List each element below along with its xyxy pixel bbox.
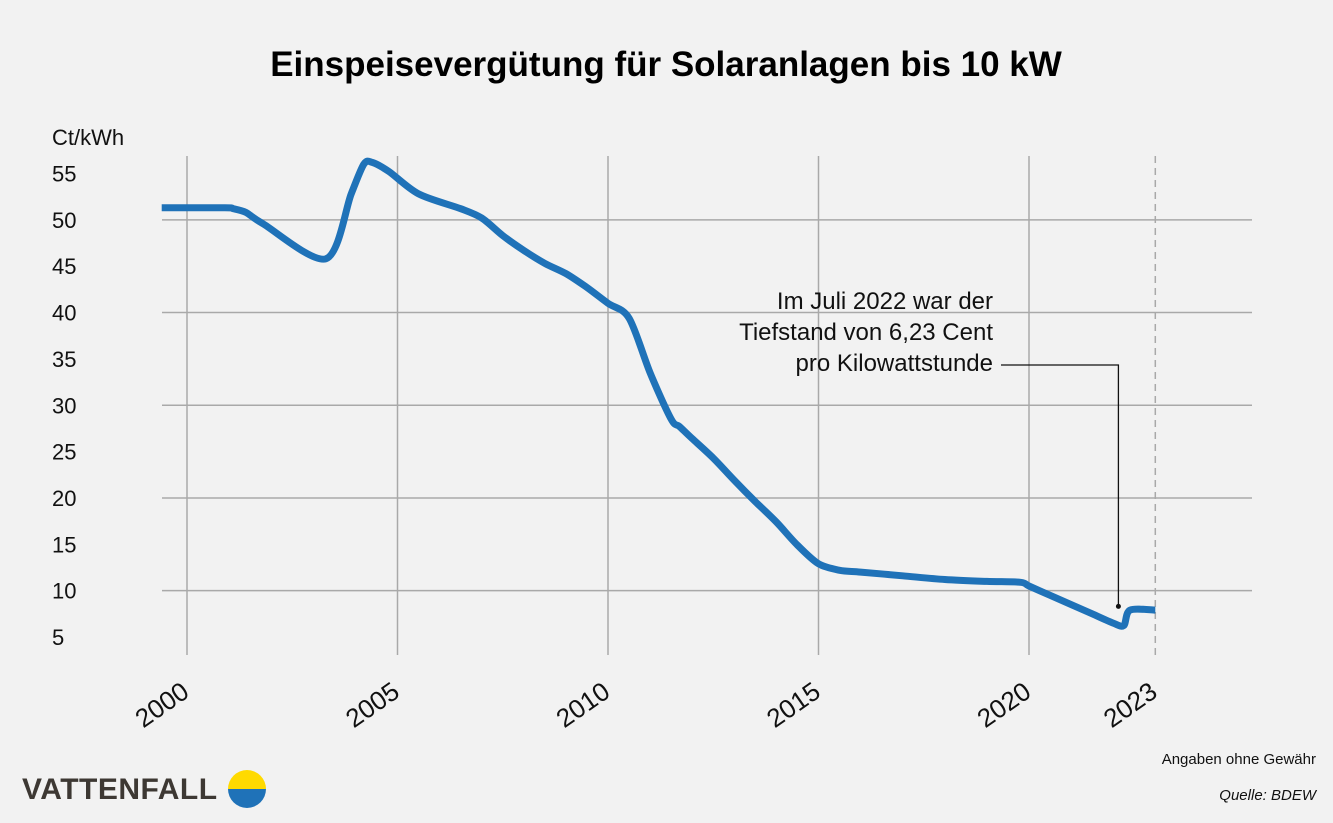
annotation-line-2: Tiefstand von 6,23 Cent	[739, 319, 993, 346]
vattenfall-logo: VATTENFALL	[22, 770, 266, 808]
logo-circle-bottom	[228, 789, 266, 808]
y-tick-label-30: 30	[52, 393, 76, 418]
chart-title: Einspeisevergütung für Solaranlagen bis …	[270, 45, 1062, 84]
logo-circle-icon	[228, 770, 266, 808]
y-tick-label-5: 5	[52, 625, 64, 650]
annotation-leader-line	[1001, 364, 1120, 607]
x-axis-ticks: 2000 2005 2010 2015 2020 2023	[130, 676, 1163, 734]
annotation-line-1: Im Juli 2022 war der	[777, 288, 993, 315]
grid	[162, 156, 1252, 655]
y-tick-label-35: 35	[52, 347, 76, 372]
y-axis-unit-label: Ct/kWh	[52, 125, 124, 150]
y-axis-ticks: 5 10 15 20 25 30 35 40 45 50 55	[52, 162, 76, 651]
y-tick-label-15: 15	[52, 532, 76, 557]
series-line-0	[161, 157, 1156, 630]
x-tick-label-2015: 2015	[761, 676, 826, 734]
y-tick-label-40: 40	[52, 301, 76, 326]
y-tick-label-10: 10	[52, 579, 76, 604]
logo-wordmark: VATTENFALL	[22, 773, 218, 806]
annotation-dot	[1115, 603, 1121, 609]
annotation: Im Juli 2022 war der Tiefstand von 6,23 C…	[739, 288, 1121, 609]
x-tick-label-2000: 2000	[130, 676, 195, 734]
annotation-line-3: pro Kilowattstunde	[796, 350, 993, 377]
x-tick-label-2020: 2020	[972, 676, 1037, 734]
y-tick-label-20: 20	[52, 486, 76, 511]
x-tick-label-2005: 2005	[340, 676, 405, 734]
y-tick-label-45: 45	[52, 254, 76, 279]
y-tick-label-50: 50	[52, 208, 76, 233]
y-tick-label-25: 25	[52, 440, 76, 465]
y-tick-label-55: 55	[52, 162, 76, 187]
disclaimer: Angaben ohne Gewähr	[1162, 751, 1316, 768]
source-note: Quelle: BDEW	[1219, 787, 1318, 804]
x-tick-label-2010: 2010	[551, 676, 616, 734]
logo-circle-top	[228, 770, 266, 789]
series-layer	[161, 157, 1156, 630]
x-tick-label-2023: 2023	[1098, 676, 1163, 734]
